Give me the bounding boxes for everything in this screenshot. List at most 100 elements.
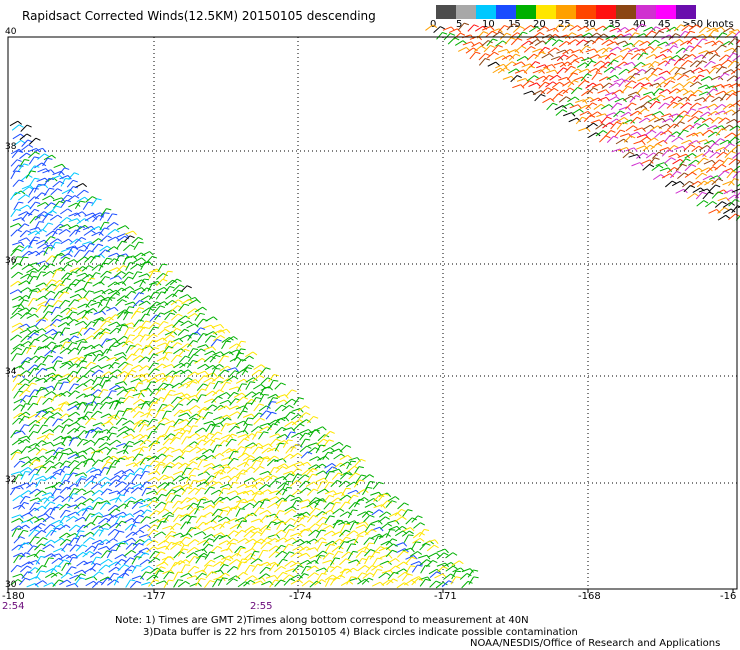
wind-barb [379,560,389,566]
wind-barb-flag [111,345,117,348]
wind-barb [132,334,140,342]
wind-barb [116,335,125,343]
wind-barb-flag [200,416,206,419]
wind-barb [57,377,67,382]
wind-barb [405,565,412,574]
wind-barb [26,313,35,319]
wind-barb-flag [403,550,409,554]
wind-barb [243,458,250,468]
wind-barb-flag [576,117,581,122]
wind-barb [11,525,20,532]
wind-barb [274,529,282,537]
wind-barb [149,510,157,518]
wind-barb [291,408,301,412]
wind-barb-flag [417,578,423,581]
wind-barb-flag [417,551,423,555]
wind-barb [66,370,74,379]
wind-barb-flag [170,312,176,315]
wind-barb-flag [287,439,293,442]
wind-barb [20,273,29,280]
wind-barb [686,75,695,81]
wind-barb [42,355,49,364]
wind-barb-flag [27,466,33,471]
wind-barb-flag [129,420,135,425]
wind-barb [93,289,103,294]
wind-barb-flag [378,481,384,485]
wind-barb [91,264,100,271]
wind-barb [236,341,242,350]
wind-barb [588,132,597,138]
wind-barb-flag [114,306,119,312]
wind-barb-flag [307,559,312,565]
wind-barb-flag [124,235,130,240]
wind-barb-flag [138,422,144,425]
wind-barb [107,528,116,536]
wind-barb [203,433,210,442]
wind-barb [497,48,507,53]
wind-barb-flag [350,460,357,463]
wind-barb [42,406,52,412]
wind-barb-flag [691,94,697,97]
wind-barb-flag [106,320,112,324]
wind-barb [121,363,129,371]
wind-barb [202,411,209,420]
wind-barb [340,568,345,578]
wind-barb [84,335,93,341]
wind-barb [219,558,227,566]
wind-barb [228,405,238,410]
wind-barb-flag [277,490,282,495]
wind-barb [229,559,237,566]
wind-barb-flag [183,548,189,551]
wind-barb [121,286,131,292]
wind-barb [133,319,140,328]
wind-barb [141,565,150,572]
wind-barb [641,46,651,52]
wind-barb [69,331,79,336]
wind-barb [629,110,638,117]
wind-barb-flag [41,304,47,308]
wind-barb [507,49,516,54]
wind-barb [139,559,148,566]
wind-barb [532,69,542,74]
wind-barb [26,516,36,522]
wind-barb [44,323,53,330]
wind-barb [195,439,203,447]
wind-barb [622,42,632,48]
wind-barb [84,513,91,522]
wind-barb-flag [267,489,272,494]
wind-barb-flag [25,389,31,393]
wind-barb [61,473,67,483]
wind-barb-flag [67,208,73,213]
wind-barb [221,336,230,343]
wind-barb-flag [121,558,127,562]
wind-barb [448,28,458,34]
wind-barb-flag [282,558,288,562]
wind-barb-flag [26,323,31,328]
scale-swatch-11 [656,5,676,19]
wind-barb [274,404,283,412]
wind-barb-flag [369,481,375,483]
wind-barb-flag [74,195,80,199]
wind-barb-flag [164,482,170,486]
wind-barb [113,271,122,278]
wind-barb-flag [15,170,21,173]
wind-barb [187,308,196,315]
wind-barb [673,24,682,32]
wind-barb [420,565,426,574]
wind-barb [244,525,253,532]
wind-barb-flag [169,334,175,338]
wind-barb-flag [187,445,193,449]
wind-barb [677,129,685,137]
wind-barb-flag [74,459,80,463]
wind-barb-flag [217,508,223,512]
wind-barb-flag [16,353,22,356]
wind-barb-flag [118,410,124,412]
wind-barb-flag [199,506,205,508]
wind-barb-flag [547,87,553,91]
wind-barb [402,509,409,518]
wind-barb [162,438,170,446]
wind-barb [657,60,666,67]
wind-barb-flag [145,400,151,403]
wind-barb [170,375,176,384]
wind-barb [162,501,169,510]
